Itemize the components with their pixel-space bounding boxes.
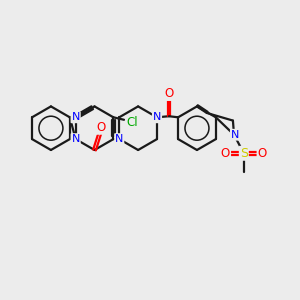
Text: O: O (164, 87, 174, 100)
Text: N: N (153, 112, 161, 122)
Text: N: N (71, 112, 80, 122)
Text: S: S (240, 147, 248, 160)
Text: N: N (231, 130, 239, 140)
Text: N: N (115, 134, 123, 144)
Text: O: O (257, 147, 267, 160)
Text: N: N (71, 134, 80, 144)
Text: O: O (221, 147, 230, 160)
Text: Cl: Cl (126, 116, 138, 129)
Text: O: O (96, 121, 106, 134)
